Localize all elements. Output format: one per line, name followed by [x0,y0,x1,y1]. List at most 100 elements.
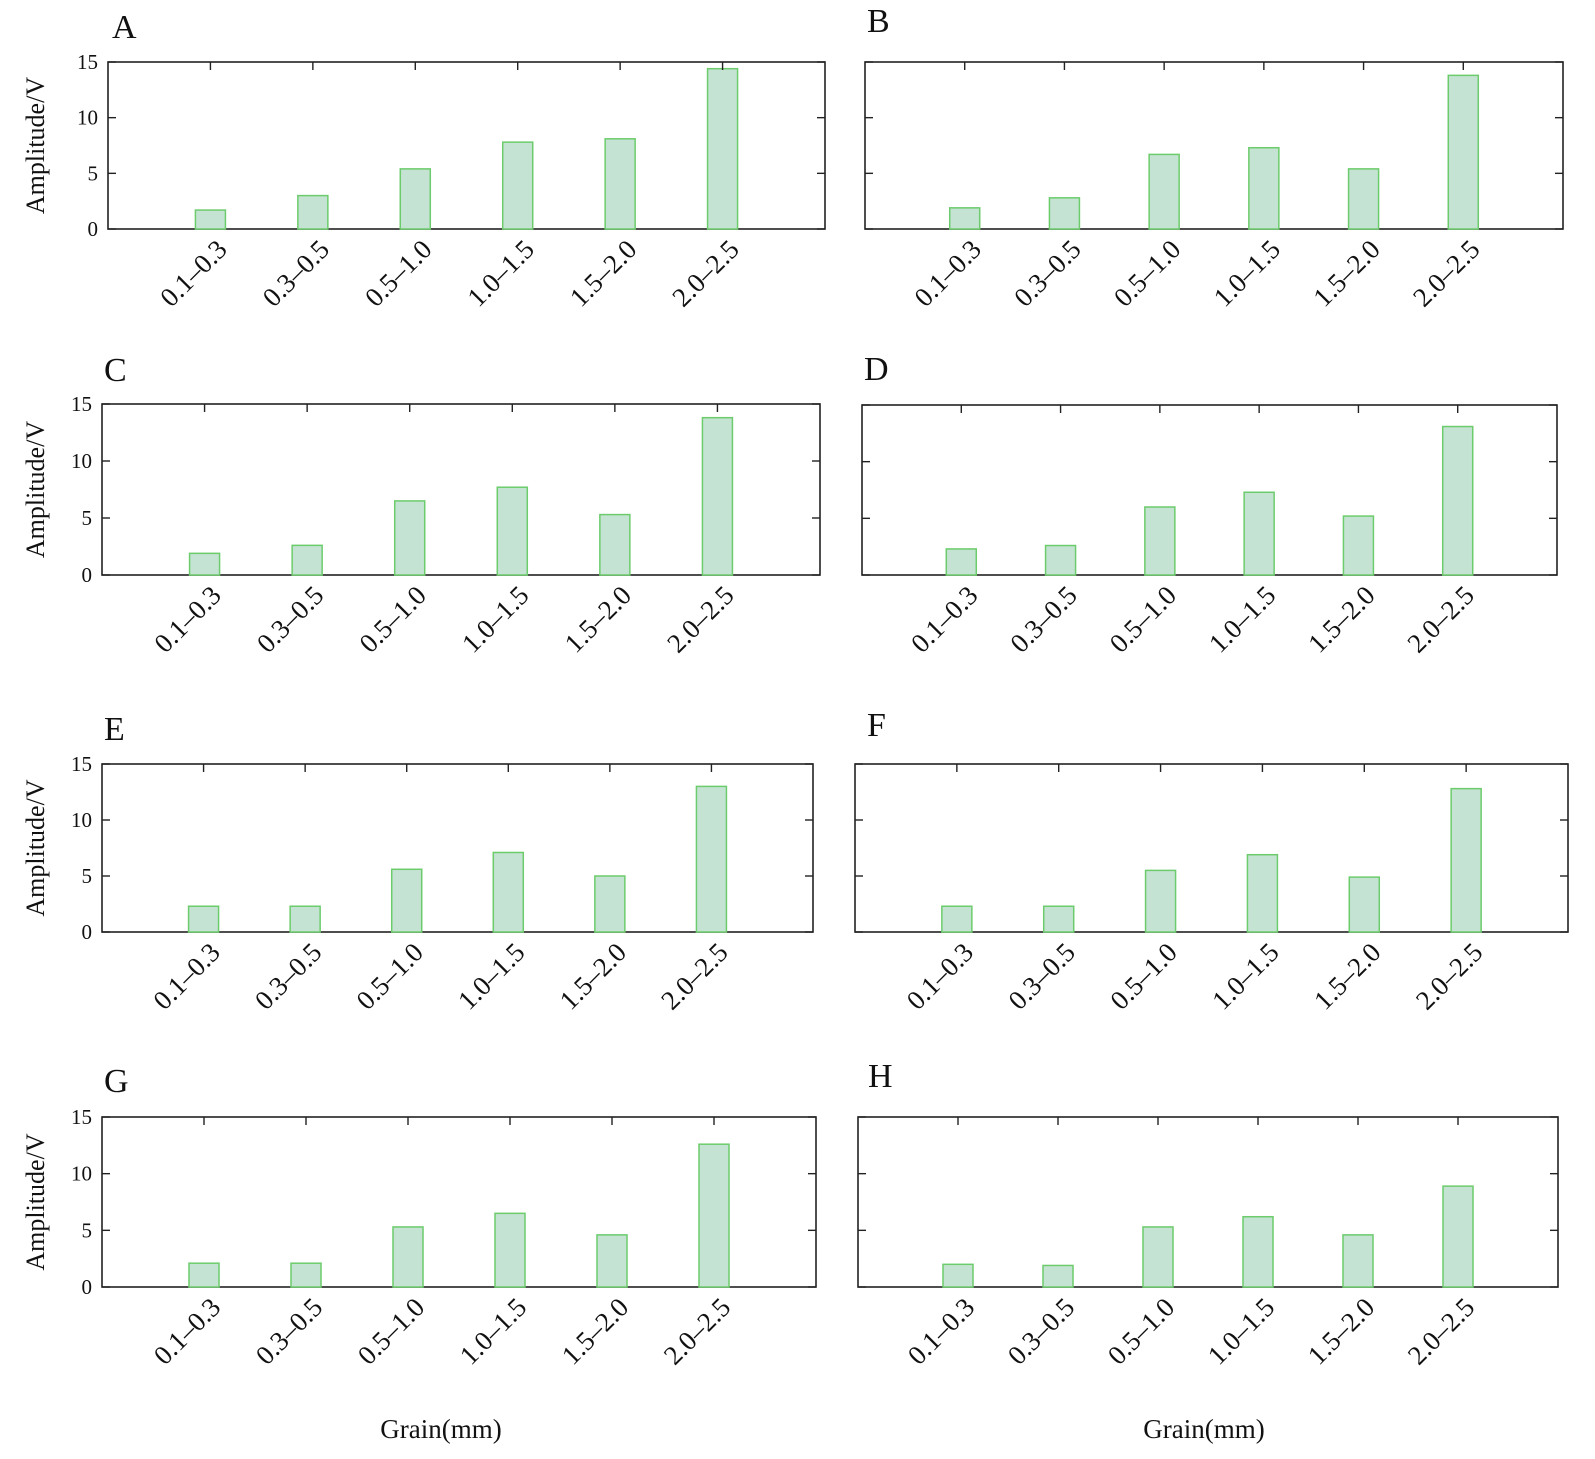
y-axis-label: Amplitude/V [21,779,50,916]
bar [1142,1226,1174,1288]
bar [599,513,631,576]
chart-panel-g: G 0 5 10 15 Amplitude/V 0.1–0.3 0.3–0.5 0.5–1.0 1… [21,1063,817,1444]
x-tick-label: 0.3–0.5 [251,580,329,658]
x-tick-label: 0.1–0.3 [908,234,986,312]
bar [706,67,739,230]
x-tick-label: 0.5–1.0 [1102,1292,1180,1370]
x-tick-label: 0.5–1.0 [1104,580,1182,658]
bar [1442,1185,1474,1288]
y-tick-label: 15 [71,752,92,776]
bar [1348,876,1381,933]
bar [501,141,534,230]
bar [1144,869,1177,933]
bar [496,486,529,576]
bar [289,905,321,933]
bar [390,868,423,933]
panel-label: D [864,351,889,388]
bar [187,905,220,933]
bar [290,1262,322,1288]
bar [188,552,221,576]
bar [596,1234,628,1288]
bar [1044,544,1077,576]
y-tick-label: 10 [71,1162,92,1186]
bar [188,1262,220,1288]
x-tick-label: 0.1–0.3 [148,1292,226,1370]
bar [1042,1264,1074,1288]
bar [1144,506,1176,576]
chart-panel-f: F 0.1–0.3 0.3–0.5 0.5–1.0 1.0–1.5 1.5–2.0 2.0–… [854,707,1569,1016]
y-tick-label: 5 [82,1218,93,1242]
x-tick-label: 0.3–0.5 [249,937,327,1015]
panel-label: F [867,707,886,744]
bar [1242,1215,1274,1288]
bar [494,1212,526,1288]
x-tick-label: 0.5–1.0 [1104,937,1182,1015]
plot-frame [854,763,1569,933]
x-tick-label: 1.0–1.5 [1208,234,1286,312]
bar [942,1263,974,1288]
plot-frame [861,404,1558,576]
x-tick-label: 0.3–0.5 [257,234,335,312]
plot-frame [864,61,1564,230]
chart-panel-e: E 0 5 10 15 Amplitude/V 0.1–0.3 0.3–0.5 0.5–1.0 1… [21,711,814,1016]
bar [594,875,626,933]
y-tick-label: 5 [88,161,99,185]
bar [695,785,728,933]
x-tick-label: 0.5–1.0 [352,1292,430,1370]
x-tick-label: 0.3–0.5 [1004,580,1082,658]
x-tick-label: 2.0–2.5 [661,580,739,658]
y-tick-label: 10 [77,106,98,130]
bar [1447,74,1480,230]
x-tick-label: 1.0–1.5 [1206,937,1284,1015]
panel-label: G [104,1063,129,1100]
x-tick-label: 2.0–2.5 [1407,234,1485,312]
x-tick-label: 1.5–2.0 [556,1292,634,1370]
bar [1347,168,1380,230]
bar [941,905,973,933]
x-tick-label: 0.5–1.0 [1108,234,1186,312]
y-tick-label: 5 [82,506,93,530]
y-tick-label: 15 [71,392,92,416]
bar [1243,491,1275,576]
chart-panel-b: B 0.1–0.3 0.3–0.5 0.5–1.0 1.0–1.5 1.5–2.0 2.0–… [864,3,1564,313]
bar [1048,197,1081,230]
x-tick-label: 1.5–2.0 [1308,937,1386,1015]
y-tick-label: 10 [71,449,92,473]
x-tick-label: 2.0–2.5 [1402,1292,1480,1370]
bar [701,416,734,576]
x-tick-label: 1.0–1.5 [1202,1292,1280,1370]
bar [399,168,432,230]
x-axis-label: Grain(mm) [380,1414,501,1444]
chart-panel-d: D 0.1–0.3 0.3–0.5 0.5–1.0 1.0–1.5 1.5–2.0 2.0–… [861,351,1558,659]
x-tick-label: 0.1–0.3 [147,937,225,1015]
x-tick-label: 1.5–2.0 [554,937,632,1015]
x-tick-label: 0.1–0.3 [148,580,226,658]
x-tick-label: 2.0–2.5 [658,1292,736,1370]
x-tick-label: 1.0–1.5 [454,1292,532,1370]
y-tick-label: 0 [88,217,99,241]
x-tick-label: 0.1–0.3 [902,1292,980,1370]
y-tick-label: 5 [82,864,93,888]
bar [1342,515,1375,576]
plot-frame [107,61,826,230]
bar [1148,153,1180,230]
x-tick-label: 0.5–1.0 [350,937,428,1015]
x-tick-label: 0.3–0.5 [250,1292,328,1370]
bar [1248,146,1280,230]
bar [945,548,978,576]
x-tick-label: 0.3–0.5 [1002,1292,1080,1370]
bar [1450,787,1482,933]
y-tick-label: 15 [77,50,98,74]
x-tick-label: 1.0–1.5 [461,234,539,312]
chart-panel-c: C 0 5 10 15 Amplitude/V 0.1–0.3 0.3–0.5 0.5–1.0 1… [21,352,821,659]
bar [604,138,636,230]
y-axis-label: Amplitude/V [21,77,50,214]
plot-frame [857,1116,1559,1288]
x-axis-label: Grain(mm) [1143,1414,1264,1444]
x-tick-label: 1.5–2.0 [559,580,637,658]
bar [291,544,323,576]
x-tick-label: 2.0–2.5 [1410,937,1488,1015]
bar [393,500,426,576]
panel-label: E [104,711,125,748]
